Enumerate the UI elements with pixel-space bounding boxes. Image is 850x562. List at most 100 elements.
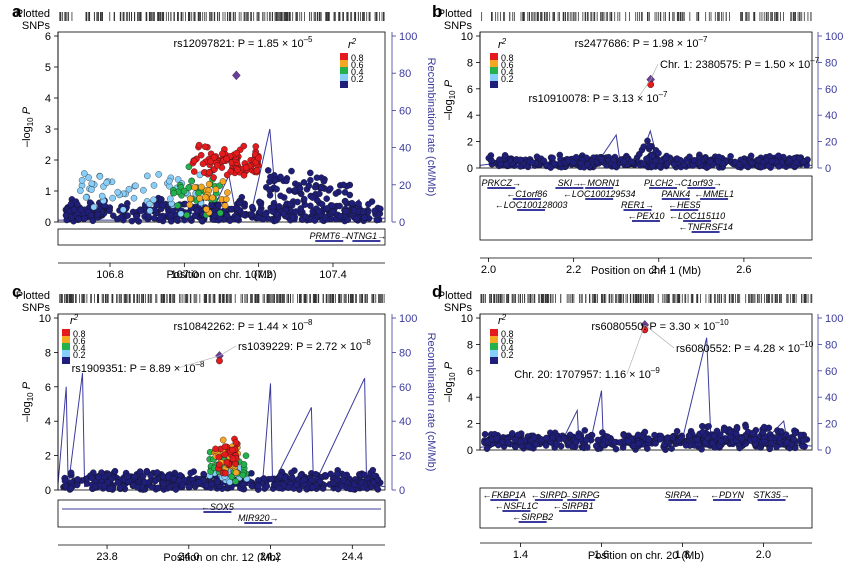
y-tick-label-right: 80	[825, 57, 837, 69]
snp-point	[508, 430, 516, 437]
legend-label: 0.2	[73, 350, 86, 360]
snp-point	[197, 151, 205, 159]
snp-point	[673, 155, 681, 162]
plotted-snps-label: Plotted	[16, 290, 50, 302]
snp-point	[232, 478, 239, 485]
x-tick-label: 107.4	[319, 269, 347, 281]
snp-point	[699, 428, 706, 436]
snp-point	[616, 439, 624, 446]
snp-point	[321, 214, 329, 221]
snp-point	[307, 176, 314, 184]
panel-letter: a	[12, 2, 22, 21]
annotation-leader	[219, 345, 237, 357]
gene-label: ←MORN1	[578, 178, 620, 188]
snp-point	[103, 179, 110, 186]
snp-point	[228, 205, 236, 213]
snp-point	[738, 435, 745, 442]
y-tick-label: 3	[45, 124, 51, 136]
snp-point	[242, 164, 250, 171]
snp-point	[132, 212, 140, 220]
snp-point	[213, 162, 221, 169]
snp-point	[212, 445, 219, 453]
y-tick-label-right: 0	[399, 485, 405, 497]
snp-point	[483, 445, 491, 452]
snp-point	[201, 143, 209, 150]
snp-point	[179, 481, 186, 489]
snp-point	[223, 212, 231, 219]
snp-point	[62, 212, 70, 219]
snp-point	[501, 152, 509, 159]
snp-point	[760, 423, 768, 431]
snp-point	[651, 431, 658, 439]
snp-point	[98, 192, 106, 200]
snp-point	[130, 194, 138, 202]
snp-point	[649, 152, 656, 160]
legend-swatch	[490, 74, 498, 81]
snp-point	[793, 159, 800, 167]
snp-point	[140, 186, 147, 194]
x-tick-label: 24.0	[178, 551, 199, 562]
snp-point	[309, 194, 316, 201]
snp-point	[316, 190, 323, 198]
snp-annotation: Chr. 1: 2380575: P = 1.50 × 10–7	[660, 56, 820, 71]
snp-point	[329, 208, 337, 216]
y-tick-label: 10	[461, 31, 473, 43]
snp-point	[799, 437, 807, 444]
snp-point	[221, 443, 229, 450]
snp-point	[572, 153, 580, 161]
gene-label: ←PDYN	[710, 490, 745, 500]
snp-point	[592, 442, 600, 450]
snp-point	[283, 177, 290, 185]
snp-point	[553, 440, 560, 448]
snp-point	[150, 196, 157, 204]
snp-annotation: rs10842262: P = 1.44 × 10–8	[174, 318, 314, 333]
snp-point	[166, 177, 173, 185]
snp-point	[336, 202, 343, 210]
snp-point	[68, 214, 75, 222]
snp-point	[341, 189, 349, 196]
y-tick-label: 6	[467, 84, 473, 96]
snp-point	[709, 439, 716, 447]
snp-point	[239, 481, 247, 489]
y-tick-label: 0	[467, 163, 473, 175]
gene-label: PRMT6→	[310, 231, 350, 241]
snp-point	[187, 469, 194, 477]
snp-point	[656, 436, 664, 443]
snp-point	[114, 188, 121, 196]
snp-point	[747, 152, 755, 160]
snp-point	[369, 466, 377, 474]
y-tick-label-right: 60	[399, 382, 411, 394]
snp-point	[581, 427, 589, 434]
y-tick-label-right: 0	[825, 163, 831, 175]
snp-point	[212, 186, 220, 193]
snp-point	[199, 160, 207, 168]
y-tick-label-right: 60	[399, 105, 411, 117]
snp-point	[223, 195, 230, 203]
legend-label: 0.4	[501, 343, 514, 353]
snp-point	[173, 215, 180, 223]
gene-label: C1orf93→	[681, 178, 722, 188]
snp-point	[88, 186, 95, 193]
snp-point	[340, 181, 347, 189]
snp-point	[132, 182, 139, 190]
snp-point	[167, 218, 175, 225]
y-tick-label-right: 100	[825, 313, 843, 325]
snp-point	[359, 208, 367, 216]
snp-point	[107, 485, 114, 492]
snp-points	[481, 421, 811, 453]
snp-point	[174, 202, 181, 209]
snp-point	[236, 200, 243, 207]
gene-label: PRKCZ→	[482, 178, 522, 188]
snp-tick-strip	[59, 294, 385, 303]
snp-point	[292, 208, 300, 215]
gene-track-frame	[479, 487, 813, 529]
snp-point	[503, 161, 510, 168]
snp-point	[350, 207, 358, 214]
plotted-snps-label: SNPs	[444, 302, 473, 314]
y-tick-label-right: 100	[399, 313, 417, 325]
snp-point	[512, 443, 519, 451]
legend-title: r2	[348, 37, 357, 51]
snp-point	[517, 156, 524, 164]
snp-point	[234, 166, 241, 174]
snp-point	[308, 476, 316, 484]
